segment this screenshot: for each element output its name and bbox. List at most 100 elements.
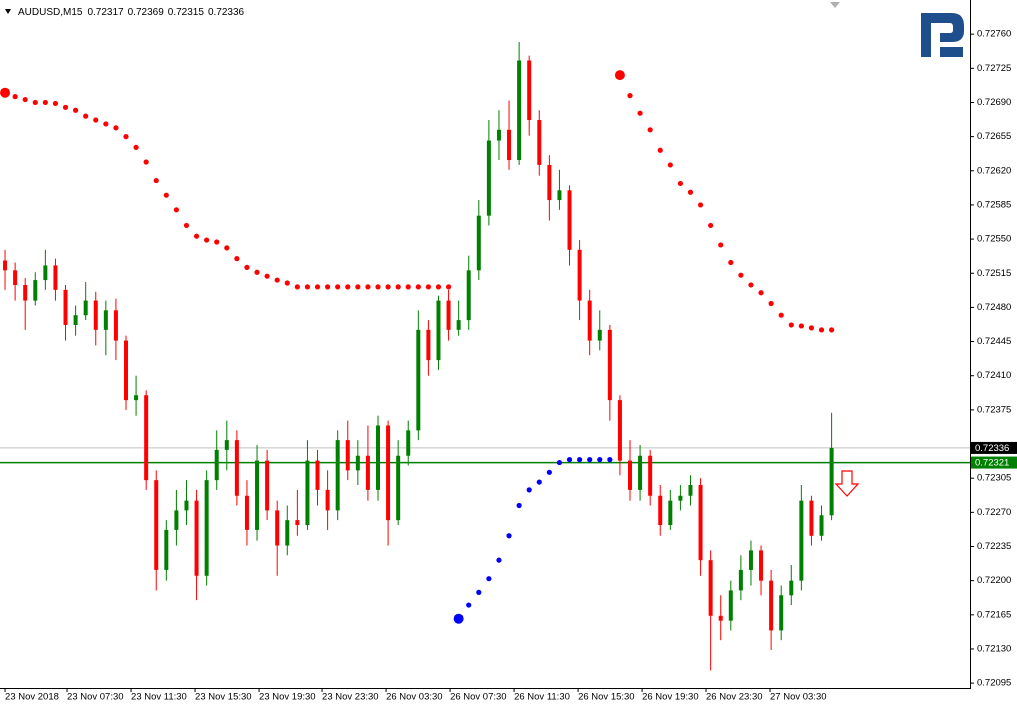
candle-body (83, 300, 88, 316)
candle-body (668, 500, 673, 526)
indicator-dot (204, 237, 210, 243)
indicator-dot (405, 284, 411, 290)
indicator-dot (375, 284, 381, 290)
menu-arrow[interactable] (5, 9, 11, 14)
indicator-dot (153, 177, 159, 184)
x-tick-label: 23 Nov 11:30 (131, 692, 187, 703)
candle-body (275, 510, 280, 546)
indicator-dot (0, 87, 11, 98)
indicator-dot (476, 589, 482, 595)
y-tick-label: 0.72375 (977, 404, 1011, 415)
candle-body (184, 500, 189, 511)
candle-body (3, 260, 8, 271)
candle-body (517, 60, 522, 161)
indicator-dot (103, 121, 109, 127)
symbol: AUDUSD,M15 (18, 7, 83, 18)
indicator-dot (425, 284, 432, 290)
candle-body (355, 455, 360, 471)
indicator-dot (123, 134, 129, 140)
y-tick-label: 0.72270 (977, 507, 1011, 518)
candle-body (456, 320, 461, 330)
indicator-dot (496, 557, 502, 563)
candle-body (648, 455, 653, 496)
indicator-dot (42, 99, 48, 106)
x-tick-label: 23 Nov 19:30 (259, 692, 316, 703)
candle-body (829, 447, 834, 516)
candle-body (537, 120, 542, 165)
candle-body (33, 280, 38, 301)
y-tick-label: 0.72130 (977, 643, 1011, 654)
candle-body (597, 329, 602, 341)
candle-body (234, 440, 239, 496)
candle-body (557, 190, 562, 201)
indicator-dot (335, 284, 341, 290)
indicator-dot (627, 93, 633, 99)
indicator-dot (22, 96, 28, 103)
y-tick-label: 0.72200 (977, 575, 1011, 586)
chart-header: AUDUSD,M15 0.72317 0.72369 0.72315 0.72336 (18, 7, 245, 18)
candle-body (426, 329, 431, 361)
indicator-dot (214, 239, 220, 245)
y-tick-label: 0.72725 (977, 63, 1011, 74)
indicator-dot (708, 222, 714, 229)
indicator-dot (294, 284, 300, 290)
candle-body (638, 455, 643, 490)
y-tick-label: 0.72165 (977, 609, 1011, 620)
candle-body (315, 460, 320, 490)
candle-body (124, 340, 129, 401)
price-label: 0.72336 (975, 443, 1009, 454)
indicator-dot (637, 110, 643, 116)
candle-body (789, 580, 794, 596)
quote-high: 0.72369 (128, 7, 165, 18)
candle-body (365, 455, 370, 490)
indicator-dot (718, 242, 724, 248)
indicator-dot (657, 147, 663, 153)
candle-body (53, 265, 58, 290)
y-tick-label: 0.72550 (977, 234, 1011, 245)
x-tick-label: 23 Nov 23:30 (322, 692, 379, 703)
indicator-dot (748, 282, 754, 288)
candle-body (708, 560, 713, 616)
indicator-dot (183, 222, 190, 229)
indicator-dot (818, 327, 825, 333)
candle-body (406, 430, 411, 456)
candle-body (617, 400, 622, 461)
candle-body (567, 190, 572, 250)
indicator-dot (738, 272, 744, 278)
indicator-dot (113, 125, 119, 131)
indicator-dot (274, 277, 280, 283)
indicator-dot (614, 70, 625, 81)
candle-body (325, 489, 330, 511)
indicator-dot (415, 284, 421, 290)
candle-body (547, 164, 552, 201)
indicator-dot (647, 127, 653, 133)
indicator-dot (83, 113, 89, 119)
indicator-dot (506, 533, 512, 539)
indicator-dot (768, 300, 774, 307)
indicator-dot (445, 284, 452, 290)
candle-body (698, 485, 703, 561)
indicator-dot (435, 284, 442, 290)
candle-body (376, 425, 381, 490)
indicator-dot (314, 284, 321, 290)
candle-body (396, 455, 401, 521)
y-tick-label: 0.72235 (977, 541, 1011, 552)
candle-body (809, 500, 814, 536)
indicator-dot (758, 290, 764, 296)
candle-body (295, 520, 300, 526)
candle-body (819, 515, 824, 536)
chart-shift-marker[interactable] (830, 2, 840, 8)
candle-body (265, 460, 270, 511)
quote-open: 0.72317 (87, 7, 124, 18)
indicator-dot (365, 284, 371, 290)
candle-body (305, 460, 310, 526)
candle-body (144, 395, 149, 481)
candle-body (43, 265, 48, 281)
indicator-dot (778, 312, 784, 318)
indicator-dot (93, 117, 99, 123)
candle-body (577, 249, 582, 301)
candle-body (73, 315, 78, 325)
candle-body (194, 500, 199, 576)
indicator-dot (466, 602, 472, 608)
